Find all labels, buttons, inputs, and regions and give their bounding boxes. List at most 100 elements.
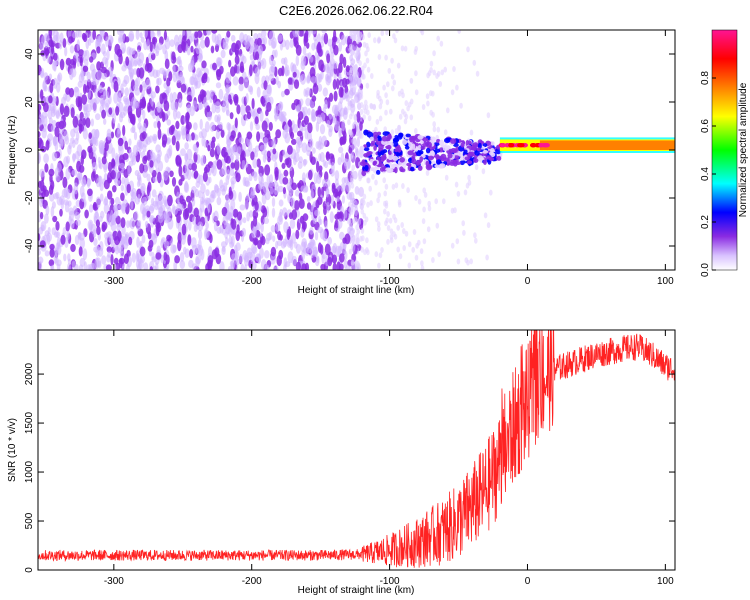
heatmap-cell: [104, 196, 108, 206]
heatmap-cell: [200, 154, 206, 166]
heatmap-cell: [92, 201, 97, 210]
heatmap-cell: [297, 138, 302, 146]
heatmap-cell: [295, 261, 301, 270]
heatmap-cell: [184, 160, 189, 169]
heatmap-cell: [373, 136, 378, 142]
heatmap-cell: [284, 88, 290, 96]
heatmap-cell: [404, 230, 409, 237]
heatmap-cell: [139, 32, 143, 39]
heatmap-cell: [38, 249, 41, 256]
heatmap-cell: [59, 58, 65, 71]
heatmap-cell: [188, 62, 194, 73]
heatmap-cell: [49, 192, 55, 202]
heatmap-cell: [285, 39, 290, 50]
heatmap-cell: [204, 36, 210, 48]
heatmap-cell: [435, 159, 442, 165]
heatmap-cell: [169, 170, 174, 178]
heatmap-cell: [260, 259, 267, 270]
heatmap-cell: [347, 104, 351, 111]
heatmap-cell: [476, 147, 482, 152]
heatmap-cell: [378, 103, 383, 110]
heatmap-cell: [455, 84, 459, 91]
heatmap-cell: [422, 238, 427, 245]
heatmap-cell: [215, 129, 220, 140]
heatmap-cell: [455, 238, 460, 245]
heatmap-cell: [41, 128, 47, 139]
heatmap-cell: [146, 173, 151, 182]
heatmap-cell: [411, 158, 417, 165]
heatmap-cell: [149, 31, 156, 38]
colorbar: [711, 29, 738, 271]
heatmap-cell: [63, 105, 70, 118]
heatmap-cell: [226, 169, 231, 180]
heatmap-cell: [233, 64, 238, 74]
heatmap-cell: [231, 253, 237, 261]
heatmap-cell: [356, 151, 361, 158]
heatmap-cell: [372, 131, 379, 138]
heatmap-cell: [443, 66, 448, 73]
heatmap-cell: [372, 161, 377, 166]
heatmap-cell: [356, 218, 362, 226]
heatmap-cell: [155, 50, 160, 57]
heatmap-cell: [454, 181, 459, 188]
heatmap-cell: [295, 55, 299, 67]
heatmap-cell: [39, 168, 45, 178]
heatmap-cell: [446, 107, 450, 114]
heatmap-cell: [442, 145, 448, 152]
heatmap-cell: [236, 104, 241, 115]
heatmap-cell: [432, 50, 436, 57]
heatmap-cell: [336, 261, 341, 270]
heatmap-cell: [280, 90, 285, 98]
heatmap-cell: [349, 129, 353, 136]
heatmap-cell: [128, 30, 135, 42]
heatmap-cell: [218, 88, 224, 100]
heatmap-cell: [219, 179, 224, 189]
top-ytick-label: -20: [24, 190, 35, 205]
heatmap-cell: [62, 227, 67, 236]
heatmap-cell: [318, 59, 324, 71]
heatmap-cell: [272, 266, 278, 270]
heatmap-cell: [120, 83, 124, 94]
heatmap-cell: [396, 246, 401, 253]
heatmap-cell: [156, 78, 160, 86]
heatmap-cell: [385, 30, 389, 36]
heatmap-cell: [242, 33, 249, 46]
heatmap-cell: [91, 161, 98, 172]
heatmap-cell: [139, 163, 145, 174]
heatmap-cell: [69, 68, 74, 81]
heatmap-cell: [91, 79, 97, 86]
heatmap-cell: [52, 34, 59, 44]
heatmap-cell: [314, 246, 318, 258]
colorbar-tick-label: 0.6: [700, 119, 711, 133]
heatmap-cell: [139, 125, 144, 135]
heatmap-cell: [455, 161, 461, 165]
heatmap-cell: [469, 258, 474, 265]
heatmap-cell: [81, 32, 87, 41]
heatmap-cell: [82, 118, 87, 126]
heatmap-cell: [235, 242, 241, 252]
heatmap-cell: [98, 160, 102, 169]
heatmap-cell: [186, 30, 192, 39]
heatmap-cell: [333, 90, 338, 102]
heatmap-cell: [236, 224, 240, 234]
heatmap-cell: [48, 259, 55, 267]
heatmap-cell: [351, 241, 356, 253]
heatmap-cell: [369, 200, 373, 207]
heatmap-cell: [82, 248, 88, 261]
heatmap-cell: [325, 75, 331, 86]
heatmap-cell: [386, 211, 390, 217]
heatmap-cell: [64, 201, 70, 213]
heatmap-cell: [211, 102, 217, 114]
heatmap-cell: [59, 208, 63, 217]
heatmap-cell: [329, 211, 334, 224]
heatmap-cell: [518, 143, 525, 148]
heatmap-cell: [87, 188, 93, 197]
heatmap-cell: [357, 132, 361, 139]
heatmap-cell: [348, 69, 353, 76]
heatmap-cell: [116, 224, 122, 231]
heatmap-cell: [209, 89, 214, 97]
heatmap-cell: [50, 124, 55, 132]
heatmap-cell: [229, 112, 234, 120]
heatmap-cell: [409, 114, 414, 121]
heatmap-cell: [88, 263, 93, 270]
